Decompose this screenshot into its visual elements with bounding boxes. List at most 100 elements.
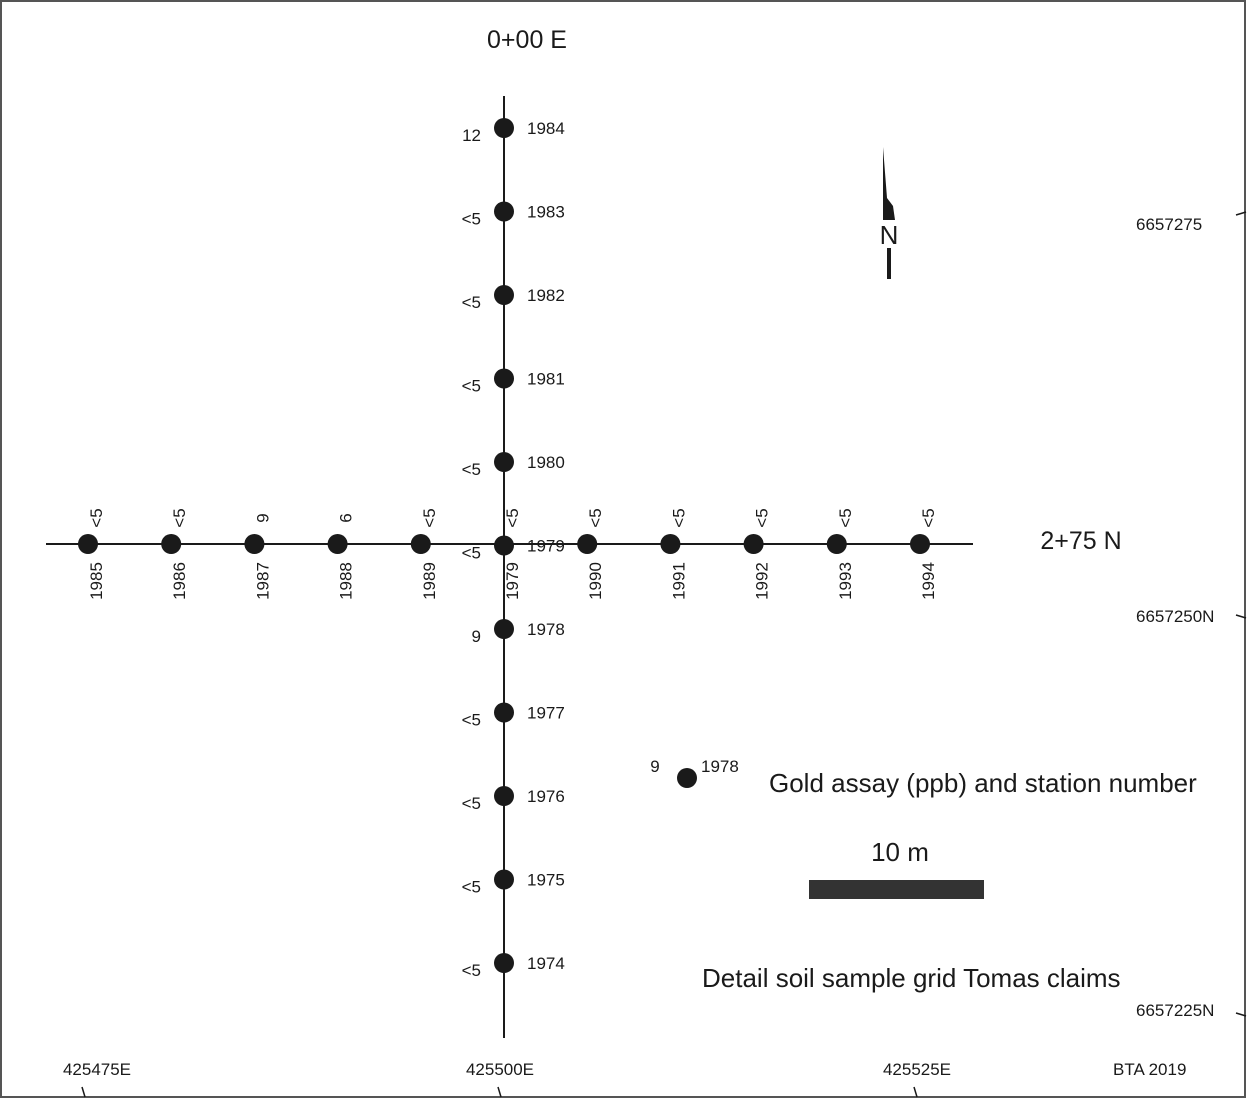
- ew-line-label: 2+75 N: [1040, 527, 1121, 555]
- ns-line-label: 0+00 E: [487, 26, 567, 54]
- sample-dot: [494, 619, 514, 639]
- station-label: 1994: [919, 562, 938, 600]
- station-label: 1978: [527, 620, 565, 639]
- station-label: 1974: [527, 954, 565, 973]
- map-title: Detail soil sample grid Tomas claims: [702, 963, 1121, 993]
- sample-station: <5 1982: [462, 285, 565, 312]
- sample-station: <5 1974: [462, 953, 565, 980]
- sample-station: <5 1979: [462, 535, 565, 563]
- sample-station: <5 1976: [462, 786, 565, 813]
- sample-dot: [494, 368, 514, 389]
- sample-station: <5 1975: [462, 869, 565, 897]
- station-label: 1977: [527, 704, 565, 723]
- assay-label: <5: [836, 508, 855, 527]
- ew-station-group: <5 1985 <5 1986 9 1987 6 1988 <5 1989 <5 1979 <5 1990…: [78, 508, 938, 600]
- sample-station: 9 1978: [472, 619, 565, 646]
- scale-bar-graphic: [809, 880, 984, 899]
- station-label: 1984: [527, 119, 565, 138]
- sample-station: 6 1988: [327, 513, 356, 600]
- northing-tick: [1235, 1012, 1247, 1017]
- station-label: 1982: [527, 286, 565, 305]
- assay-label: <5: [753, 508, 772, 527]
- assay-label: <5: [170, 508, 189, 527]
- assay-label: 12: [462, 126, 481, 145]
- station-label: 1993: [836, 562, 855, 600]
- northing-tick: [1235, 614, 1247, 619]
- north-arrow-label: N: [880, 220, 899, 250]
- assay-label: <5: [586, 508, 605, 527]
- station-label: 1986: [170, 562, 189, 600]
- sample-dot: [826, 534, 847, 554]
- easting-tick: [497, 1086, 502, 1098]
- sample-dot: [577, 534, 598, 554]
- sample-dot: [494, 452, 514, 472]
- sample-dot: [660, 534, 681, 554]
- easting-label: 425525E: [883, 1060, 951, 1079]
- easting-label: 425500E: [466, 1060, 534, 1079]
- assay-label: <5: [87, 508, 106, 527]
- assay-label: <5: [462, 544, 481, 563]
- station-label: 1989: [420, 562, 439, 600]
- sample-dot: [78, 534, 98, 554]
- station-label: 1991: [669, 562, 688, 600]
- sample-dot: [910, 534, 930, 554]
- easting-tick: [913, 1086, 918, 1098]
- northing-label: 6657275: [1136, 215, 1202, 234]
- northing-label: 6657225N: [1136, 1001, 1214, 1020]
- station-label: 1983: [527, 203, 565, 222]
- sample-dot: [494, 535, 514, 556]
- sample-station: <5 1994: [910, 508, 938, 600]
- assay-label: <5: [462, 460, 481, 479]
- assay-label: <5: [503, 508, 522, 527]
- northing-label: 6657250N: [1136, 607, 1214, 626]
- sample-station: <5 1991: [660, 508, 688, 600]
- sample-dot: [244, 534, 265, 554]
- sample-station: <5 1985: [78, 508, 106, 600]
- sample-dot: [494, 201, 514, 222]
- sample-dot: [494, 118, 514, 138]
- station-label: 1988: [337, 562, 356, 600]
- assay-label: <5: [462, 961, 481, 980]
- north-arrow-icon: N: [880, 147, 899, 279]
- assay-label: <5: [919, 508, 938, 527]
- station-label: 1976: [527, 787, 565, 806]
- assay-label: <5: [669, 508, 688, 527]
- sample-station: 12 1984: [462, 118, 565, 145]
- sample-station: <5 1989: [410, 508, 439, 600]
- sample-dot: [327, 534, 348, 554]
- assay-label: <5: [462, 377, 481, 396]
- ns-station-group: 12 1984 <5 1983 <5 1982 <5 1981 <5 1980 <5 1979 9 197…: [462, 118, 565, 980]
- assay-label: <5: [462, 293, 481, 312]
- sample-dot: [161, 534, 182, 554]
- assay-label: <5: [462, 794, 481, 813]
- station-label: 1985: [87, 562, 106, 600]
- sample-dot: [494, 786, 514, 806]
- sample-station: <5 1980: [462, 452, 565, 479]
- station-label: 1992: [753, 562, 772, 600]
- sample-station: <5 1992: [743, 508, 772, 600]
- easting-tick: [81, 1086, 86, 1098]
- sample-dot: [494, 285, 514, 305]
- legend-example-assay: 9: [650, 757, 659, 776]
- scale-bar-label: 10 m: [871, 837, 929, 867]
- assay-label: 6: [337, 513, 356, 522]
- sample-station: <5 1986: [161, 508, 189, 600]
- station-label: 1979: [527, 537, 565, 556]
- assay-label: 9: [472, 627, 481, 646]
- station-label: 1981: [527, 370, 565, 389]
- sample-dot: [743, 534, 764, 554]
- sample-station: 9 1987: [244, 513, 272, 600]
- assay-label: <5: [462, 711, 481, 730]
- sample-dot: [494, 869, 514, 890]
- legend-example-station: 1978: [701, 757, 739, 776]
- scale-bar: 10 m: [809, 837, 984, 899]
- sample-station: <5 1981: [462, 368, 565, 396]
- sample-station: <5 1977: [462, 702, 565, 730]
- station-label: 1980: [527, 453, 565, 472]
- credit-label: BTA 2019: [1113, 1060, 1186, 1079]
- sample-dot: [494, 702, 514, 723]
- legend-description: Gold assay (ppb) and station number: [769, 768, 1197, 798]
- station-label: 1975: [527, 871, 565, 890]
